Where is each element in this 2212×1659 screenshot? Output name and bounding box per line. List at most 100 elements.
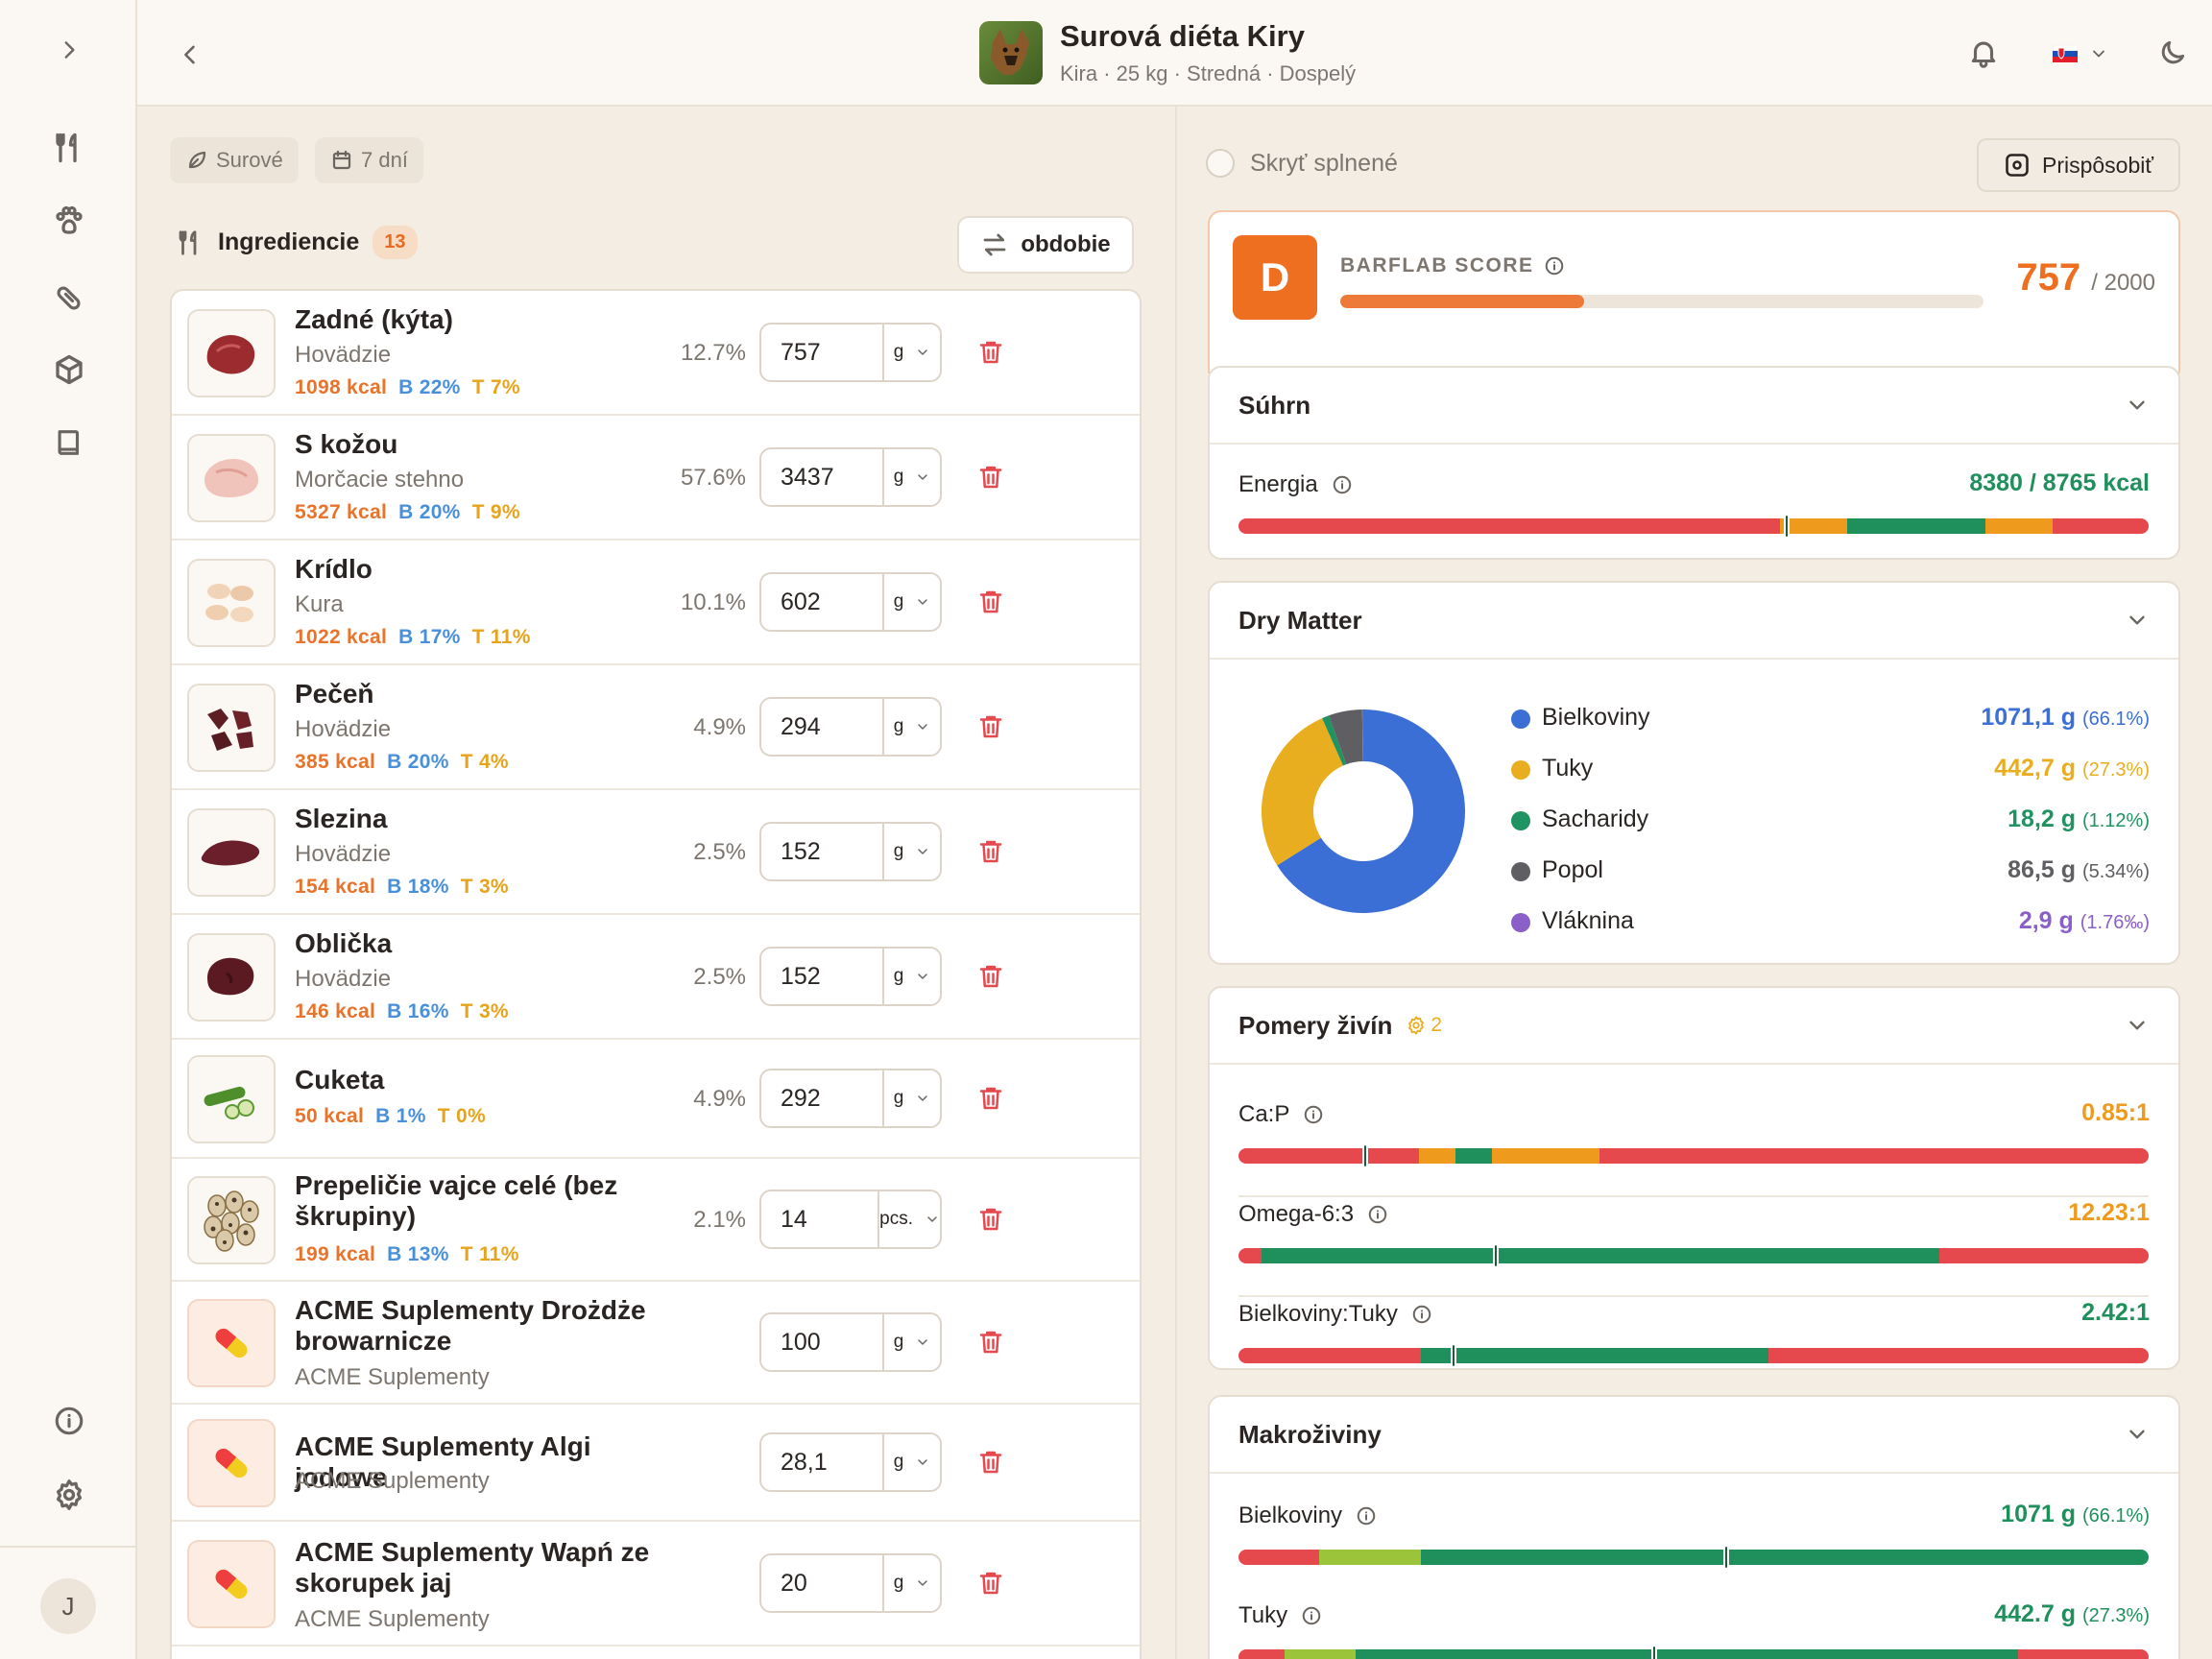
unit-select[interactable]: g [884,1332,940,1353]
quantity-field[interactable]: 3437 g [759,447,942,507]
quantity-input[interactable]: 28,1 [761,1434,884,1490]
info-icon[interactable] [1303,1104,1324,1125]
quantity-field[interactable]: 292 g [759,1069,942,1128]
info-icon[interactable] [1332,474,1353,495]
period-chip[interactable]: 7 dní [315,137,423,183]
ingredient-row[interactable]: Krídlo Kura 1022 kcal B 17% T 11% 10.1% 60… [172,541,1140,665]
barflab-score-card: D BARFLAB SCORE 757 / 2000 [1208,210,2180,383]
trash-icon[interactable] [972,1443,1010,1481]
quantity-field[interactable]: 757 g [759,323,942,382]
unit-select[interactable]: g [884,966,940,987]
ingredient-category: Hovädzie [295,342,392,368]
unit-select[interactable]: g [884,467,940,488]
quantity-input[interactable]: 14 [761,1191,880,1247]
summary-header[interactable]: Súhrn [1210,368,2178,445]
box-icon[interactable] [45,346,93,394]
unit-select[interactable]: g [884,1452,940,1473]
ingredient-row[interactable]: Cuketa 50 kcal B 1% T 0% 4.9% 292 g [172,1040,1140,1159]
macros-header[interactable]: Makroživiny [1210,1397,2178,1474]
ingredient-row[interactable]: ACME Suplementy Algi jodowe ACME Supleme… [172,1405,1140,1522]
ingredients-title: Ingrediencie [218,228,360,255]
cutlery-icon[interactable] [45,124,93,172]
quantity-input[interactable]: 292 [761,1070,884,1126]
dry-matter-header[interactable]: Dry Matter [1210,583,2178,660]
unit-select[interactable]: pcs. [879,1209,940,1230]
unit-select[interactable]: g [884,716,940,737]
chevron-down-icon[interactable] [2125,1422,2150,1447]
bell-icon[interactable] [1960,29,2008,77]
trash-icon[interactable] [972,1323,1010,1361]
chip-label: 7 dní [361,148,408,172]
period-button[interactable]: obdobie [957,216,1134,274]
ingredient-row[interactable]: ACME Suplementy Wapń ze skorupek jaj ACM… [172,1522,1140,1647]
quantity-field[interactable]: 152 g [759,947,942,1006]
gear-icon[interactable] [45,1471,93,1519]
quantity-input[interactable]: 602 [761,574,884,630]
avatar[interactable]: J [40,1578,96,1634]
language-select[interactable] [2033,33,2120,75]
trash-icon[interactable] [972,1079,1010,1118]
chevron-down-icon[interactable] [2125,393,2150,418]
quantity-input[interactable]: 757 [761,325,884,380]
moon-icon[interactable] [2149,29,2197,77]
book-icon[interactable] [45,419,93,467]
expand-chevron-icon[interactable] [45,26,93,74]
ingredient-row[interactable]: S kožou Morčacie stehno 5327 kcal B 20% T … [172,416,1140,541]
raw-diet-chip[interactable]: Surové [170,137,299,183]
info-icon[interactable] [1356,1505,1377,1527]
quantity-field[interactable]: 294 g [759,697,942,757]
ingredient-name: ACME Suplementy Algi jodowe [295,1431,591,1492]
info-icon[interactable] [1544,255,1565,276]
info-icon[interactable] [1367,1204,1388,1225]
info-icon[interactable] [1301,1605,1322,1626]
ingredient-row[interactable]: Slezina Hovädzie 154 kcal B 18% T 3% 2.5% … [172,790,1140,915]
back-chevron-icon[interactable] [166,31,214,79]
trash-icon[interactable] [972,1200,1010,1238]
quantity-field[interactable]: 20 g [759,1553,942,1613]
quantity-input[interactable]: 20 [761,1555,884,1611]
ratios-settings-badge[interactable]: 2 [1406,1014,1442,1037]
quantity-input[interactable]: 152 [761,824,884,879]
quantity-field[interactable]: 602 g [759,572,942,632]
hide-completed-radio[interactable] [1206,149,1235,178]
paw-icon[interactable] [45,197,93,245]
divider [1238,1195,2149,1197]
unit-select[interactable]: g [884,1573,940,1594]
quantity-input[interactable]: 100 [761,1314,884,1370]
ingredient-row[interactable]: Pečeň Hovädzie 385 kcal B 20% T 4% 4.9% 29… [172,665,1140,790]
ingredient-name: Oblička [295,928,393,958]
ingredient-row[interactable]: Prepeličie vajce celé (bez škrupiny) 199… [172,1159,1140,1282]
trash-icon[interactable] [972,458,1010,496]
ingredient-category: Kura [295,591,344,617]
ratios-header[interactable]: Pomery živín 2 [1210,988,2178,1065]
trash-icon[interactable] [972,1564,1010,1602]
chevron-down-icon[interactable] [2125,608,2150,633]
quantity-field[interactable]: 100 g [759,1312,942,1372]
trash-icon[interactable] [972,583,1010,621]
chevron-down-icon[interactable] [2125,1013,2150,1038]
pill-icon[interactable] [45,274,93,322]
trash-icon[interactable] [972,957,1010,996]
unit-select[interactable]: g [884,342,940,363]
hide-completed-toggle[interactable]: Skryť splnené [1206,149,1398,178]
food-image [187,1055,276,1143]
quantity-input[interactable]: 294 [761,699,884,755]
ingredient-row[interactable]: Oblička Hovädzie 146 kcal B 16% T 3% 2.5% … [172,915,1140,1040]
score-progress-fill [1340,295,1584,308]
quantity-input[interactable]: 152 [761,949,884,1004]
quantity-input[interactable]: 3437 [761,449,884,505]
unit-select[interactable]: g [884,1088,940,1109]
quantity-field[interactable]: 14 pcs. [759,1190,942,1249]
ingredient-row[interactable]: Zadné (kýta) Hovädzie 1098 kcal B 22% T 7%… [172,291,1140,416]
unit-select[interactable]: g [884,591,940,613]
customize-button[interactable]: Prispôsobiť [1977,138,2180,192]
ingredient-row[interactable]: ACME Suplementy Drożdże browarnicze ACME… [172,1282,1140,1405]
unit-select[interactable]: g [884,841,940,862]
quantity-field[interactable]: 28,1 g [759,1432,942,1492]
trash-icon[interactable] [972,708,1010,746]
info-icon[interactable] [45,1397,93,1445]
trash-icon[interactable] [972,333,1010,372]
info-icon[interactable] [1411,1304,1432,1325]
quantity-field[interactable]: 152 g [759,822,942,881]
trash-icon[interactable] [972,832,1010,871]
